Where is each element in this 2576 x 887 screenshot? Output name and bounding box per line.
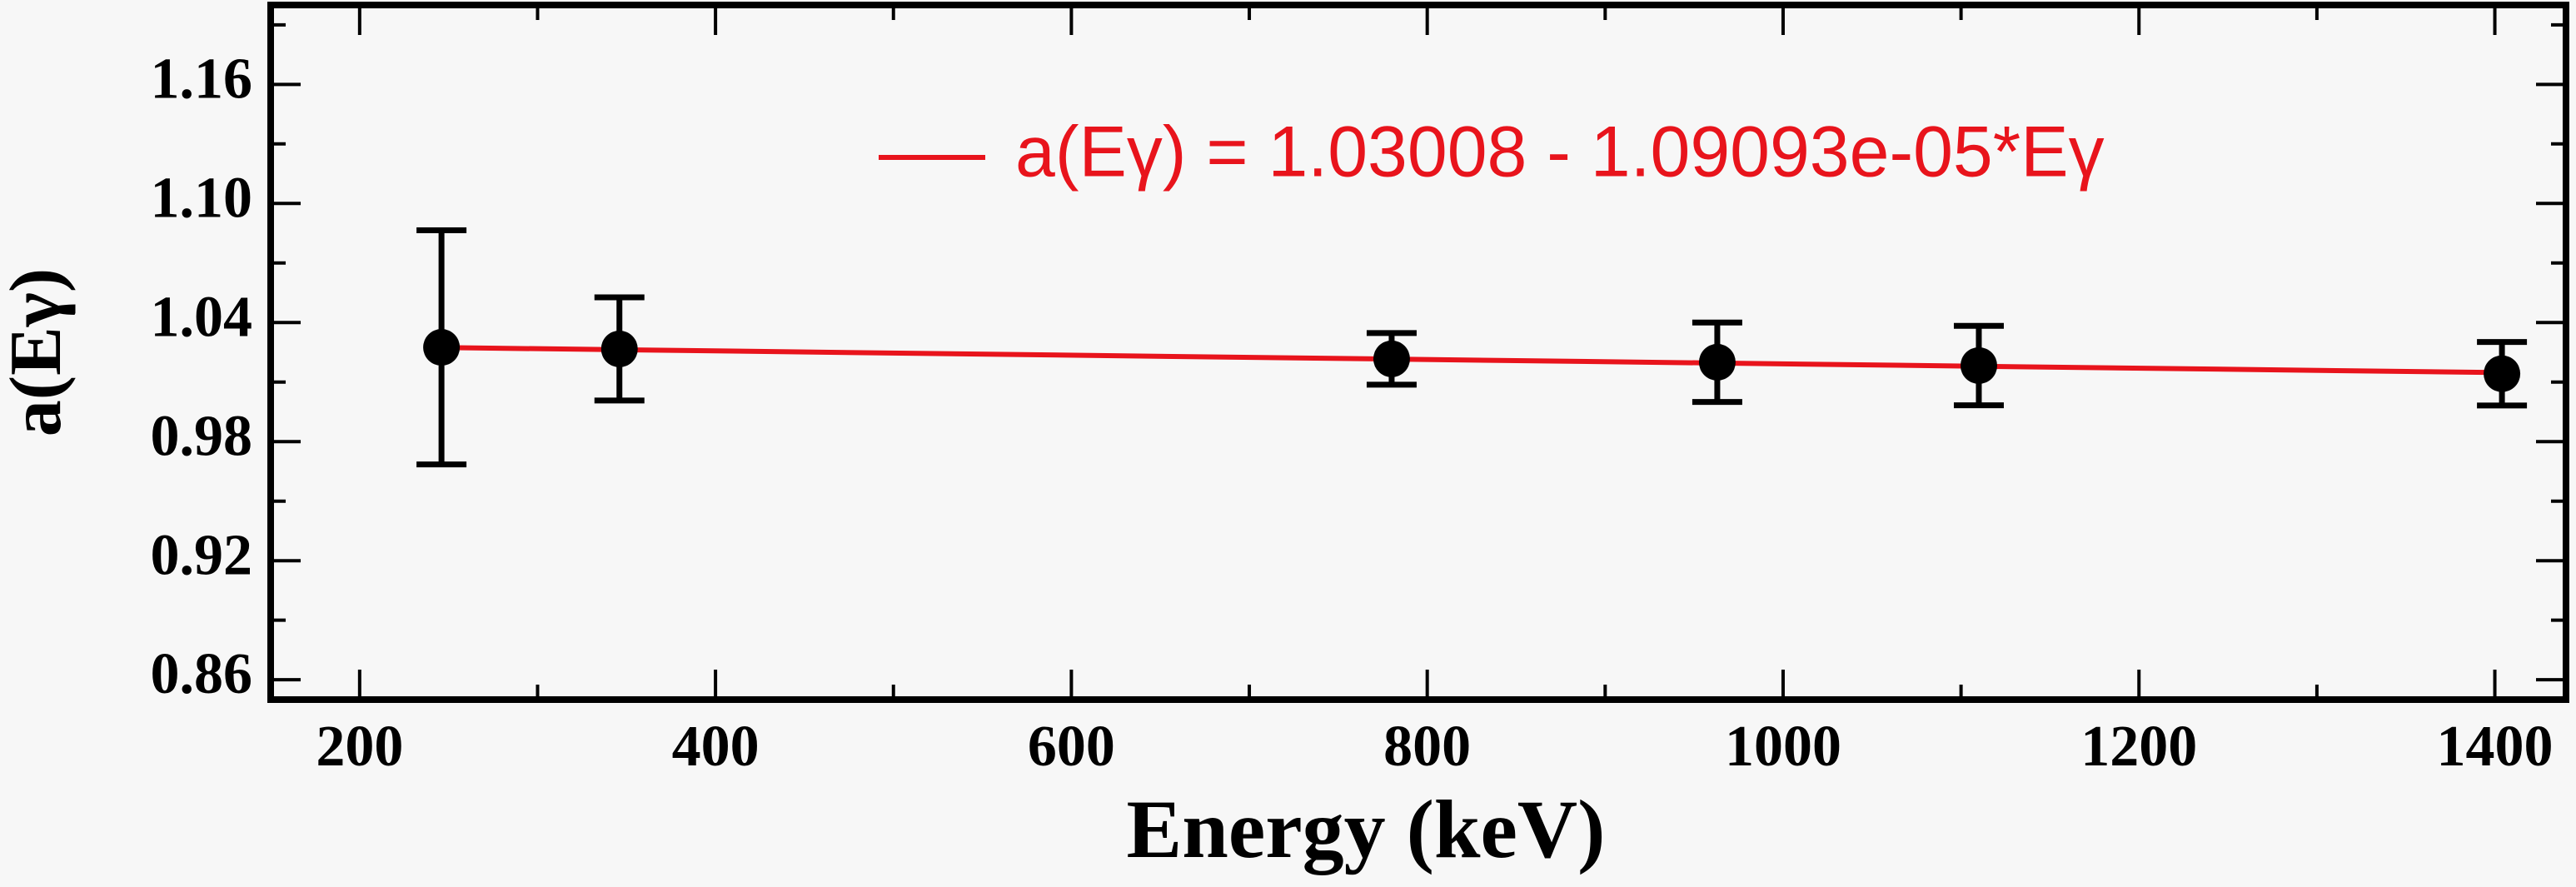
- x-tick-label: 800: [1383, 715, 1471, 779]
- data-point: [423, 329, 461, 366]
- fit-line: [441, 345, 2513, 376]
- y-tick-label: 1.04: [151, 285, 253, 349]
- data-point: [1698, 343, 1736, 381]
- x-tick-label: 1200: [2080, 715, 2197, 779]
- x-tick-label: 200: [316, 715, 403, 779]
- x-tick-label: 1000: [1725, 715, 1841, 779]
- y-tick-label: 0.98: [151, 404, 253, 468]
- legend-label: a(Eγ) = 1.03008 - 1.09093e-05*Eγ: [1015, 112, 2105, 192]
- data-point: [1373, 340, 1410, 377]
- plot-frame: [267, 2, 2569, 703]
- x-tick-label: 1400: [2437, 715, 2554, 779]
- x-tick-label: 600: [1028, 715, 1115, 779]
- data-point: [600, 330, 638, 367]
- x-tick-label: 400: [672, 715, 760, 779]
- data-point: [1960, 346, 1997, 384]
- y-tick-label: 1.16: [151, 47, 253, 111]
- y-axis-title: a(Eγ): [0, 268, 77, 436]
- y-tick-label: 0.86: [151, 642, 253, 706]
- y-tick-label: 1.10: [151, 166, 253, 230]
- y-tick-label: 0.92: [151, 523, 253, 587]
- x-axis-title: Energy (keV): [1127, 783, 1606, 875]
- data-point: [2484, 355, 2521, 392]
